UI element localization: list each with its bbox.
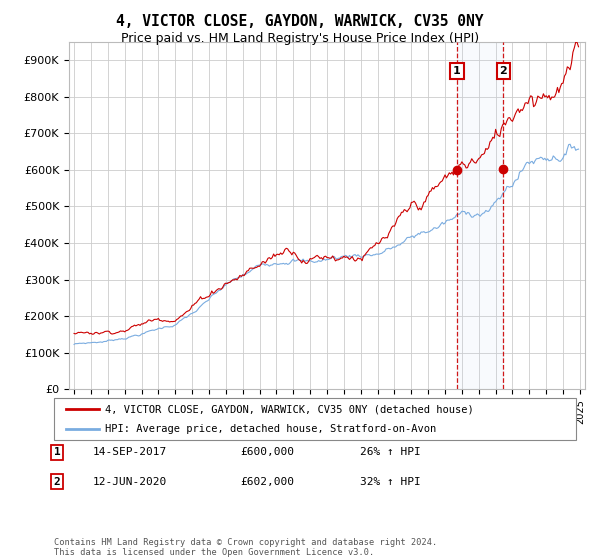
Text: 4, VICTOR CLOSE, GAYDON, WARWICK, CV35 0NY (detached house): 4, VICTOR CLOSE, GAYDON, WARWICK, CV35 0… <box>105 404 474 414</box>
Text: 14-SEP-2017: 14-SEP-2017 <box>93 447 167 458</box>
Text: 1: 1 <box>53 447 61 458</box>
Text: 2: 2 <box>499 66 507 76</box>
Text: Contains HM Land Registry data © Crown copyright and database right 2024.
This d: Contains HM Land Registry data © Crown c… <box>54 538 437 557</box>
Text: 12-JUN-2020: 12-JUN-2020 <box>93 477 167 487</box>
Text: 2: 2 <box>53 477 61 487</box>
Text: 1: 1 <box>453 66 461 76</box>
Text: 4, VICTOR CLOSE, GAYDON, WARWICK, CV35 0NY: 4, VICTOR CLOSE, GAYDON, WARWICK, CV35 0… <box>116 14 484 29</box>
Text: 32% ↑ HPI: 32% ↑ HPI <box>360 477 421 487</box>
Text: 26% ↑ HPI: 26% ↑ HPI <box>360 447 421 458</box>
Text: £600,000: £600,000 <box>240 447 294 458</box>
Text: Price paid vs. HM Land Registry's House Price Index (HPI): Price paid vs. HM Land Registry's House … <box>121 32 479 45</box>
Text: £602,000: £602,000 <box>240 477 294 487</box>
Text: HPI: Average price, detached house, Stratford-on-Avon: HPI: Average price, detached house, Stra… <box>105 424 436 434</box>
Bar <box>457 42 503 389</box>
